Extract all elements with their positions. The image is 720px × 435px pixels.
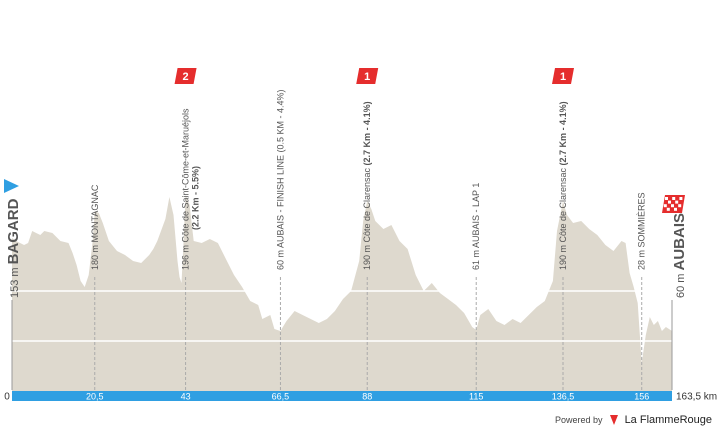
x-tick-label: 43 [181, 392, 191, 402]
category-flag-icon [552, 68, 575, 84]
tick-layer: 0 20,5 43 66,5 88 115 136,5 156 163,5 km [4, 392, 717, 403]
point-label: 190 m Côte de Clarensac (2.7 Km - 4.1%) [558, 101, 568, 270]
brand-name: La FlammeRouge [624, 414, 712, 426]
x-tick-label: 136,5 [552, 392, 575, 402]
category-flag-icon [356, 68, 379, 84]
point-label: 61 m AUBAIS - LAP 1 [471, 183, 481, 270]
finish-flag-check [663, 204, 667, 208]
point-label: 180 m MONTAGNAC [90, 184, 100, 270]
x-tick-label: 163,5 km [676, 392, 717, 403]
grid-layer [12, 290, 672, 342]
start-name: BAGARD [5, 198, 22, 264]
finish-flag-check [671, 204, 674, 208]
finish-flag-check [665, 197, 668, 200]
category-badge: 2 [174, 68, 197, 84]
x-tick-label: 156 [634, 392, 649, 402]
point-label: 60 m AUBAIS - FINISH LINE (0.5 KM - 4.4%… [275, 89, 285, 270]
finish-flag-check [668, 200, 671, 204]
start-flag-icon [4, 179, 19, 193]
finish-flag-check [666, 207, 670, 211]
profile-layer [12, 195, 672, 391]
x-tick-label: 66,5 [272, 392, 290, 402]
point-label: 28 m SOMMIÈRES [637, 192, 647, 270]
start-label: 153 m BAGARD [5, 198, 22, 298]
finish-flag-icon [662, 195, 685, 213]
category-number: 2 [183, 71, 189, 83]
marker-layer: 180 m MONTAGNAC 196 m Côte de Saint-Côme-… [90, 68, 647, 390]
endpoint-layer: 153 m BAGARD 60 m AUBAIS [4, 179, 688, 390]
category-flag-icon [174, 68, 197, 84]
finish-flag-check [679, 197, 683, 200]
footer: Powered by La FlammeRouge [555, 414, 712, 426]
point-label: 190 m Côte de Clarensac (2.7 Km - 4.1%) [362, 101, 372, 270]
x-tick-label: 115 [469, 392, 483, 402]
category-number: 1 [560, 71, 566, 83]
point-label-climb: (2.2 Km - 5.5%) [191, 166, 201, 230]
finish-name: AUBAIS [671, 213, 688, 271]
elevation-area [12, 195, 672, 391]
finish-flag-check [678, 204, 682, 208]
flame-icon [609, 415, 618, 425]
x-tick-label: 0 [4, 392, 10, 403]
point-label-text: 190 m Côte de Clarensac [362, 165, 372, 270]
x-tick-label: 20,5 [86, 392, 104, 402]
point-label: 196 m Côte de Saint-Côme-et-Maruéjols [181, 108, 191, 270]
finish-flag-check [675, 200, 679, 204]
x-tick-label: 88 [362, 392, 372, 402]
category-badge: 1 [552, 68, 575, 84]
finish-flag-check [674, 207, 677, 211]
category-badge: 1 [356, 68, 379, 84]
finish-flag-check [672, 197, 676, 200]
category-number: 1 [364, 71, 370, 83]
finish-altitude: 60 m [675, 270, 687, 298]
start-altitude: 153 m [9, 264, 21, 298]
point-label-climb: (2.7 Km - 4.1%) [362, 101, 372, 165]
powered-by-text: Powered by [555, 415, 603, 425]
distance-bar [12, 391, 672, 401]
point-label-climb: (2.7 Km - 4.1%) [558, 101, 568, 165]
point-label-text: 190 m Côte de Clarensac [558, 165, 568, 270]
finish-label: 60 m AUBAIS [671, 213, 688, 298]
